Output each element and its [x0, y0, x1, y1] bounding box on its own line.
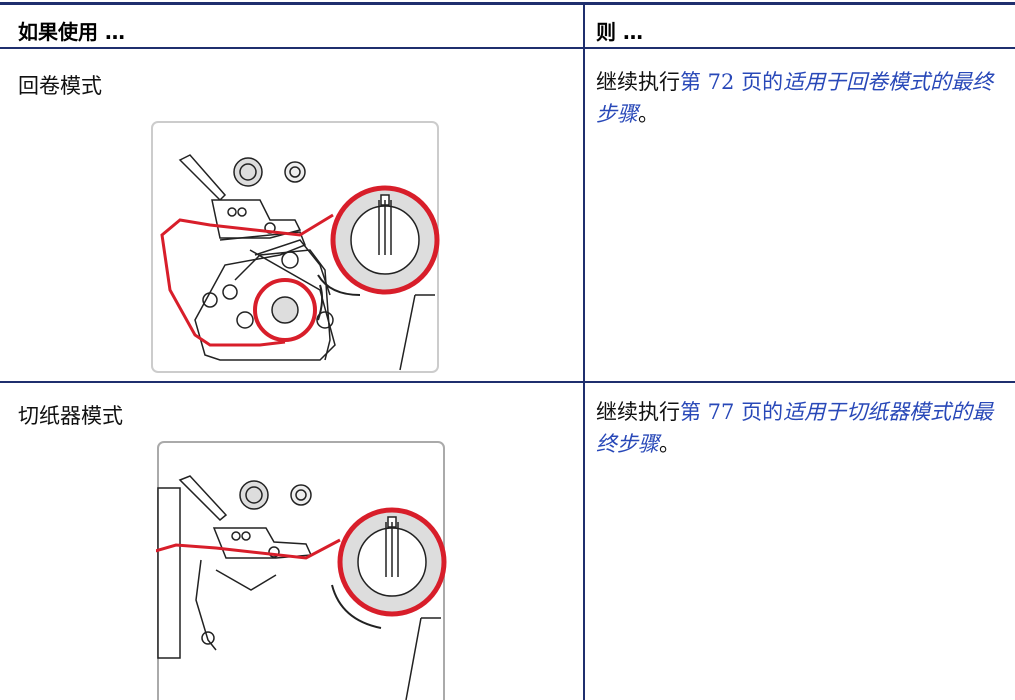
link[interactable]: 适用于切纸器模式的最终步骤: [596, 400, 994, 456]
action-cell: 继续执行第 72 页的适用于回卷模式的最终步骤。: [596, 66, 996, 130]
header-rule: [0, 47, 1015, 49]
mode-cell: 切纸器模式: [18, 404, 123, 428]
link[interactable]: 适用于回卷模式的最终步骤: [596, 70, 994, 126]
cutter-diagram: [156, 441, 447, 700]
action-cell: 继续执行第 77 页的适用于切纸器模式的最终步骤。: [596, 396, 996, 460]
header-cell: 则 …: [596, 20, 643, 44]
text: 继续执行: [596, 70, 680, 94]
header-cell: 如果使用 …: [18, 20, 125, 44]
page-ref[interactable]: 第 77 页的: [680, 400, 784, 424]
mode-cell: 回卷模式: [18, 74, 102, 98]
rewind-diagram: [151, 121, 440, 373]
table-top-rule: [0, 2, 1015, 5]
page-ref[interactable]: 第 72 页的: [680, 70, 784, 94]
column-rule: [583, 3, 585, 700]
text: 。: [638, 102, 659, 126]
text: 。: [659, 432, 680, 456]
row-rule: [0, 381, 1015, 383]
text: 继续执行: [596, 400, 680, 424]
